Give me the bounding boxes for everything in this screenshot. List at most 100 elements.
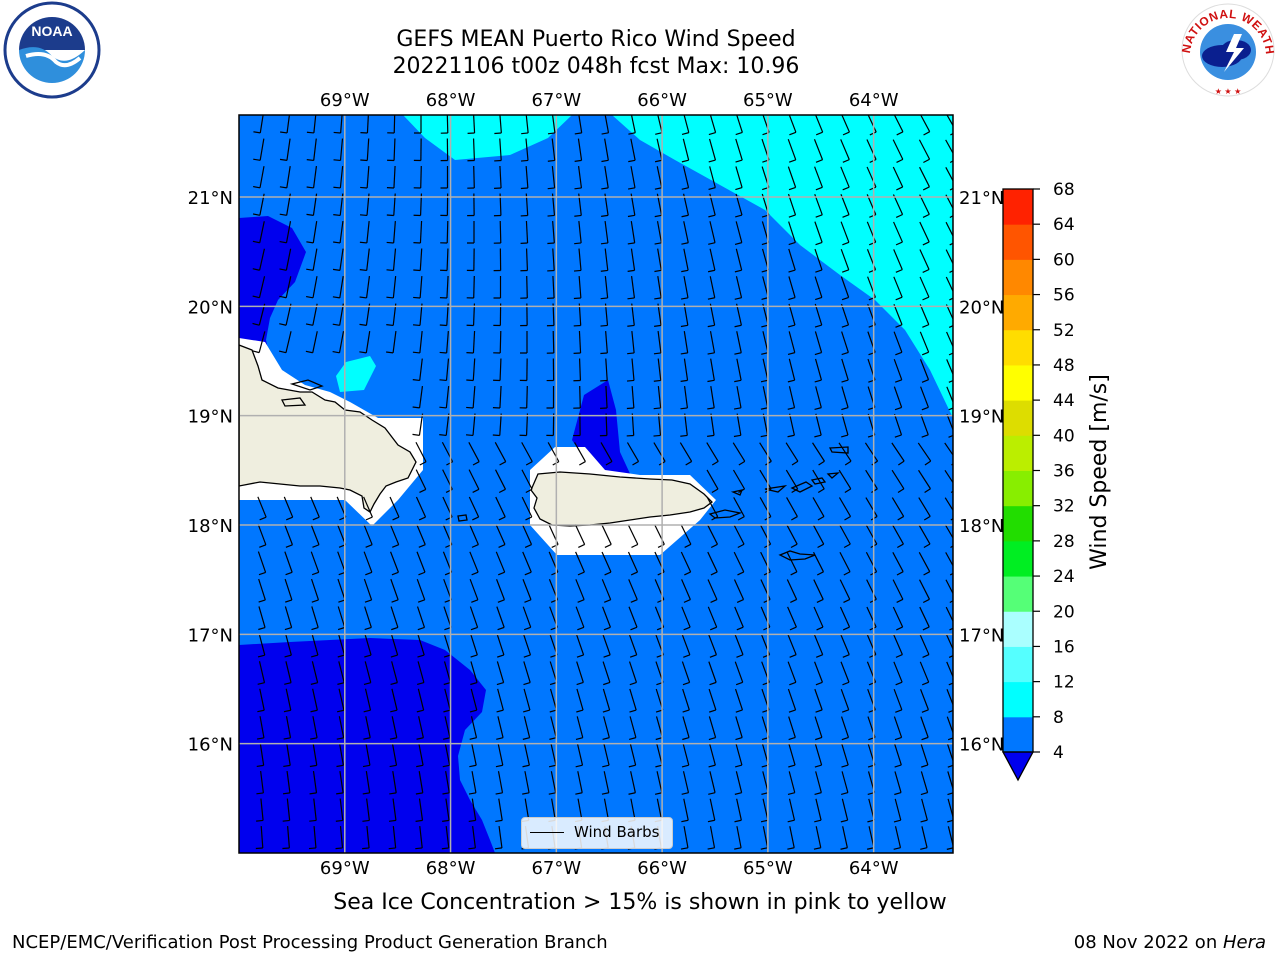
wind-barb bbox=[363, 661, 372, 685]
wind-barb bbox=[279, 166, 291, 189]
wind-barb bbox=[412, 330, 423, 354]
wind-barb bbox=[335, 825, 344, 850]
wind-barb bbox=[363, 578, 373, 603]
wind-barb bbox=[600, 330, 608, 355]
wind-barb bbox=[734, 688, 744, 713]
wind-barb bbox=[469, 606, 479, 631]
lat-tick-label-left: 20°N bbox=[188, 297, 233, 318]
wind-barb bbox=[760, 358, 769, 383]
wind-barb bbox=[920, 826, 928, 850]
wind-barb bbox=[708, 743, 716, 768]
wind-barb bbox=[893, 221, 903, 246]
wind-barb bbox=[840, 221, 850, 246]
wind-barb bbox=[337, 606, 346, 631]
wind-barb bbox=[468, 442, 480, 466]
wind-barb bbox=[892, 194, 904, 218]
wind-barb bbox=[788, 743, 796, 768]
colorbar-tick-label: 12 bbox=[1053, 673, 1075, 693]
wind-barb bbox=[574, 115, 583, 135]
wind-barb bbox=[494, 165, 502, 189]
wind-barb bbox=[496, 579, 505, 603]
lat-tick-label-left: 21°N bbox=[188, 188, 233, 209]
wind-barb bbox=[840, 661, 850, 686]
wind-barb bbox=[493, 275, 502, 299]
chart-subtitle: 20221106 t00z 048h fcst Max: 10.96 bbox=[392, 54, 800, 79]
wind-barb bbox=[682, 688, 690, 713]
wind-barb bbox=[257, 661, 266, 685]
wind-barb bbox=[600, 358, 608, 382]
lat-tick-label-right: 16°N bbox=[959, 735, 1004, 756]
wind-barb bbox=[468, 469, 480, 494]
wind-barb bbox=[443, 688, 451, 713]
wind-barbs bbox=[252, 115, 953, 850]
wind-barb bbox=[680, 826, 689, 850]
wind-barb bbox=[575, 743, 584, 768]
lon-tick-label-bottom: 69°W bbox=[320, 858, 370, 879]
wind-barb bbox=[918, 524, 931, 549]
wind-barb bbox=[390, 551, 399, 576]
wind-barb bbox=[814, 358, 823, 383]
wind-barb bbox=[838, 497, 852, 521]
wind-barb bbox=[309, 771, 318, 795]
wind-barb bbox=[279, 221, 292, 244]
wind-barb bbox=[573, 413, 581, 437]
wind-barb bbox=[814, 276, 823, 301]
wind-barb bbox=[680, 331, 689, 355]
colorbar-tick-label: 44 bbox=[1053, 391, 1075, 411]
wind-barb bbox=[494, 469, 507, 494]
wind-barb bbox=[919, 276, 930, 301]
wind-barb bbox=[332, 248, 344, 271]
svg-text:★ ★ ★: ★ ★ ★ bbox=[1215, 87, 1242, 96]
wind-barb bbox=[841, 413, 849, 438]
land-hispaniola bbox=[239, 344, 417, 513]
wind-barb bbox=[547, 248, 555, 272]
wind-barb bbox=[546, 330, 555, 354]
wind-barb bbox=[573, 275, 582, 300]
wind-barb bbox=[893, 634, 903, 658]
colorbar-segment bbox=[1003, 470, 1033, 507]
wind-barb bbox=[812, 551, 825, 576]
wind-barb bbox=[467, 115, 476, 134]
wind-barb bbox=[573, 385, 581, 409]
wind-barb bbox=[628, 661, 638, 686]
wind-barb bbox=[681, 771, 690, 795]
wind-barb bbox=[442, 771, 450, 795]
wind-barb bbox=[468, 771, 477, 795]
wind-barb bbox=[442, 743, 451, 768]
wind-barb bbox=[494, 115, 502, 135]
legend-label: Wind Barbs bbox=[574, 823, 660, 841]
colorbar-tick-label: 64 bbox=[1053, 215, 1075, 235]
wind-barb bbox=[364, 606, 372, 631]
wind-barb bbox=[602, 661, 611, 686]
wind-barb bbox=[600, 275, 609, 300]
wind-barb bbox=[413, 275, 423, 299]
wind-barb bbox=[812, 497, 825, 521]
wind-barb bbox=[469, 524, 479, 548]
wind-barb bbox=[681, 798, 689, 823]
wind-barb bbox=[362, 771, 371, 795]
wind-barb bbox=[386, 275, 397, 299]
wind-barb bbox=[891, 469, 905, 494]
wind-barb bbox=[706, 497, 719, 521]
wind-barb bbox=[892, 524, 904, 549]
wind-barb bbox=[521, 469, 533, 494]
wind-barb bbox=[944, 497, 953, 521]
wind-barb bbox=[733, 551, 745, 576]
colorbar-segment bbox=[1003, 364, 1033, 401]
wind-barb bbox=[892, 579, 904, 604]
wind-barb bbox=[470, 633, 478, 658]
wind-barb bbox=[707, 276, 716, 300]
wind-barb bbox=[417, 633, 425, 658]
wind-barb bbox=[788, 303, 796, 328]
wind-barb bbox=[841, 358, 849, 383]
colorbar-segment bbox=[1003, 224, 1033, 260]
wind-barb bbox=[308, 825, 317, 850]
wind-barb bbox=[787, 331, 796, 356]
wind-barb bbox=[466, 220, 475, 244]
wind-barb bbox=[893, 688, 903, 713]
wind-barb bbox=[387, 115, 396, 134]
wind-barb bbox=[496, 688, 504, 713]
wind-barb bbox=[892, 552, 904, 576]
wind-barb bbox=[920, 798, 928, 823]
wind-barb bbox=[628, 743, 637, 768]
